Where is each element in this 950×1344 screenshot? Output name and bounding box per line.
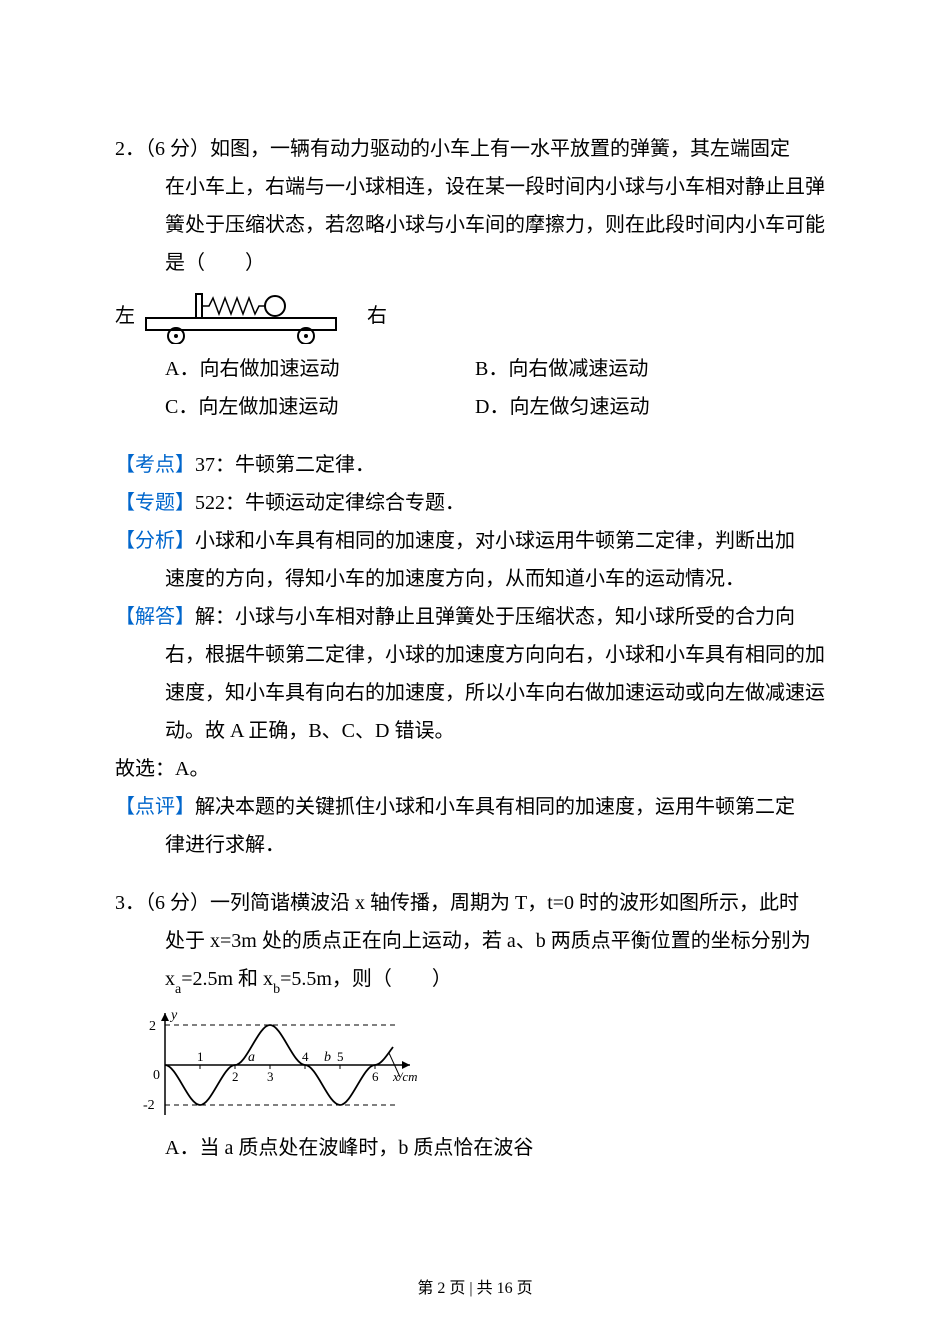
- xtick-4: 4: [302, 1049, 309, 1064]
- dianping-label: 【点评】: [115, 796, 195, 818]
- footer-mid: 页 | 共: [445, 1280, 496, 1297]
- q3-stem-line3: xa=2.5m 和 xb=5.5m，则（ ）: [115, 960, 835, 1001]
- q3-mid: =2.5m 和 x: [181, 968, 273, 990]
- kaodian-text: 37：牛顿第二定律．: [195, 454, 375, 476]
- q2-kaodian: 【考点】37：牛顿第二定律．: [115, 446, 835, 484]
- q2-stem-line3: 簧处于压缩状态，若忽略小球与小车间的摩擦力，则在此段时间内小车可能: [115, 206, 835, 244]
- ytick-2: 2: [149, 1019, 156, 1034]
- q2-dianping-l1: 【点评】解决本题的关键抓住小球和小车具有相同的加速度，运用牛顿第二定: [115, 788, 835, 826]
- q2-jieda-l4: 动。故 A 正确，B、C、D 错误。: [115, 712, 835, 750]
- q2-options-row1: A．向右做加速运动 B．向右做减速运动: [115, 350, 835, 388]
- zhuanti-text: 522：牛顿运动定律综合专题．: [195, 492, 465, 514]
- zhuanti-label: 【专题】: [115, 492, 195, 514]
- jieda-text1: 解：小球与小车相对静止且弹簧处于压缩状态，知小球所受的合力向: [195, 606, 795, 628]
- document-page: 2．（6 分）如图，一辆有动力驱动的小车上有一水平放置的弹簧，其左端固定 在小车…: [0, 0, 950, 1344]
- diagram-left-label: 左: [115, 297, 135, 335]
- q3-option-a: A．当 a 质点处在波峰时，b 质点恰在波谷: [115, 1129, 835, 1167]
- question-2: 2．（6 分）如图，一辆有动力驱动的小车上有一水平放置的弹簧，其左端固定 在小车…: [115, 130, 835, 864]
- q3-suffix: =5.5m，则（ ）: [280, 968, 452, 990]
- xtick-1: 1: [197, 1049, 204, 1064]
- footer-prefix: 第: [417, 1280, 437, 1297]
- q3-stem-line2: 处于 x=3m 处的质点正在向上运动，若 a、b 两质点平衡位置的坐标分别为: [115, 922, 835, 960]
- kaodian-label: 【考点】: [115, 454, 195, 476]
- diagram-right-label: 右: [367, 297, 387, 335]
- q2-dianping-l2: 律进行求解．: [115, 826, 835, 864]
- point-b-label: b: [324, 1050, 331, 1065]
- ytick-neg2: -2: [143, 1098, 155, 1113]
- q3-xa-prefix: x: [165, 968, 175, 990]
- footer-suffix: 页: [513, 1280, 533, 1297]
- q2-jieda-l1: 【解答】解：小球与小车相对静止且弹簧处于压缩状态，知小球所受的合力向: [115, 598, 835, 636]
- q2-stem-line1: 2．（6 分）如图，一辆有动力驱动的小车上有一水平放置的弹簧，其左端固定: [115, 130, 835, 168]
- q2-option-c: C．向左做加速运动: [115, 388, 475, 426]
- q2-diagram: 左 右: [115, 288, 835, 344]
- q2-options-row2: C．向左做加速运动 D．向左做匀速运动: [115, 388, 835, 426]
- q2-option-d: D．向左做匀速运动: [475, 388, 835, 426]
- ylabel: y: [169, 1008, 178, 1023]
- q2-jieda-l3: 速度，知小车具有向右的加速度，所以小车向右做加速运动或向左做减速运: [115, 674, 835, 712]
- xlabel: x/cm: [392, 1069, 418, 1084]
- xtick-2: 2: [232, 1069, 239, 1084]
- question-3: 3．（6 分）一列简谐横波沿 x 轴传播，周期为 T，t=0 时的波形如图所示，…: [115, 884, 835, 1167]
- q2-stem-line2: 在小车上，右端与一小球相连，设在某一段时间内小球与小车相对静止且弹: [115, 168, 835, 206]
- point-a-label: a: [248, 1050, 255, 1065]
- cart-spring-diagram: [141, 288, 361, 344]
- footer-total: 16: [497, 1280, 513, 1297]
- q2-guxuan: 故选：A。: [115, 750, 835, 788]
- dianping-text1: 解决本题的关键抓住小球和小车具有相同的加速度，运用牛顿第二定: [195, 796, 795, 818]
- fenxi-label: 【分析】: [115, 530, 195, 552]
- jieda-label: 【解答】: [115, 606, 195, 628]
- q2-fenxi-l1: 【分析】小球和小车具有相同的加速度，对小球运用牛顿第二定律，判断出加: [115, 522, 835, 560]
- xtick-6: 6: [372, 1069, 379, 1084]
- q2-jieda-l2: 右，根据牛顿第二定律，小球的加速度方向向右，小球和小车具有相同的加: [115, 636, 835, 674]
- q3-sub-b: b: [273, 982, 280, 997]
- wave-diagram: y 2 0 -2 1 2 3 4 5 6 a b x/cm: [135, 1005, 435, 1125]
- q2-stem-line4: 是（ ）: [115, 244, 835, 282]
- q3-stem-line1: 3．（6 分）一列简谐横波沿 x 轴传播，周期为 T，t=0 时的波形如图所示，…: [115, 884, 835, 922]
- q2-option-a: A．向右做加速运动: [115, 350, 475, 388]
- q2-option-b: B．向右做减速运动: [475, 350, 835, 388]
- q2-zhuanti: 【专题】522：牛顿运动定律综合专题．: [115, 484, 835, 522]
- q2-fenxi-l2: 速度的方向，得知小车的加速度方向，从而知道小车的运动情况．: [115, 560, 835, 598]
- page-footer: 第 2 页 | 共 16 页: [0, 1274, 950, 1304]
- xtick-3: 3: [267, 1069, 274, 1084]
- xtick-5: 5: [337, 1049, 344, 1064]
- fenxi-text1: 小球和小车具有相同的加速度，对小球运用牛顿第二定律，判断出加: [195, 530, 795, 552]
- origin-0: 0: [153, 1068, 160, 1083]
- q3-sub-a: a: [175, 982, 181, 997]
